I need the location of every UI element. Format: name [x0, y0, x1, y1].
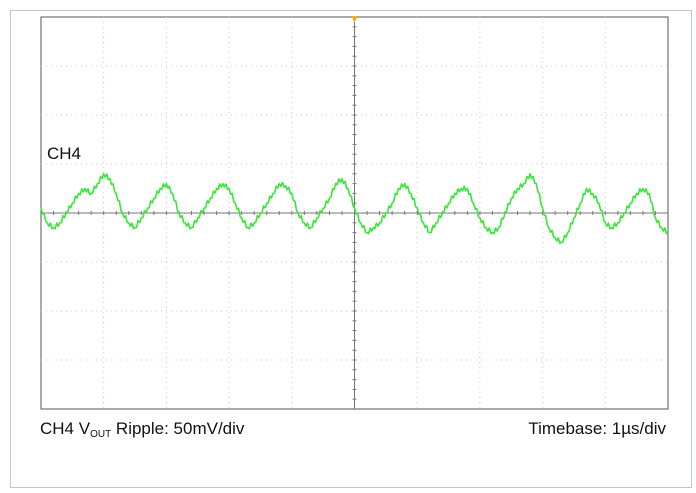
- caption-subscript: OUT: [90, 429, 112, 440]
- caption-prefix: CH4 V: [40, 419, 91, 438]
- figure-frame: [10, 10, 692, 488]
- ch4-ripple-trace: [40, 173, 669, 245]
- ripple-caption: CH4 VOUT Ripple: 50mV/div: [40, 419, 244, 440]
- trigger-marker: [351, 16, 358, 23]
- caption-suffix: Ripple: 50mV/div: [111, 419, 245, 438]
- timebase-caption: Timebase: 1µs/div: [528, 419, 666, 438]
- channel-tag: CH4: [47, 144, 82, 163]
